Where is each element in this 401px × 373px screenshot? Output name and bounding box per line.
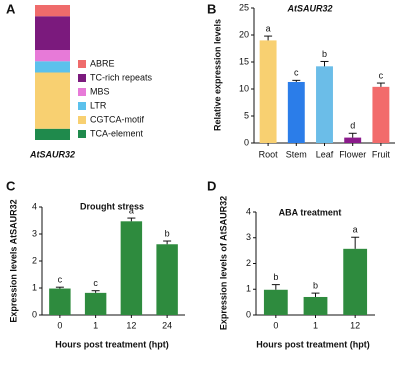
x-tick-label: 1 [313,320,318,330]
legend-marker [78,102,86,110]
bar-segment [35,50,70,62]
significance-letter: c [93,278,98,288]
x-tick-label: 0 [57,320,62,330]
y-axis-label: Relative expression levels [212,19,222,131]
x-tick-label: Stem [286,149,307,159]
chart-title: ABA treatment [279,207,342,217]
significance-letter: a [353,225,358,235]
bar-segment [35,61,70,73]
legend-marker [78,130,86,138]
bar-segment [35,5,70,17]
y-tick-label: 2 [32,255,37,265]
significance-letter: d [350,121,355,131]
bar [344,137,362,143]
legend-label: CGTCA-motif [90,114,144,124]
significance-letter: b [313,280,318,290]
significance-letter: a [266,23,271,33]
y-tick-label: 1 [32,282,37,292]
panel-label: C [6,178,16,193]
x-tick-label: 0 [273,320,278,330]
x-tick-label: Flower [339,149,366,159]
y-axis-label: Expression levels AtSAUR32 [8,199,18,322]
x-tick-label: 12 [350,320,360,330]
x-tick-label: AtSAUR32 [29,149,75,159]
x-axis-label: Hours post treatment (hpt) [256,339,370,349]
legend-marker [78,60,86,68]
y-tick-label: 10 [239,83,249,93]
y-tick-label: 25 [239,2,249,12]
significance-letter: c [58,275,63,285]
bar [49,288,71,315]
y-tick-label: 15 [239,56,249,66]
y-tick-label: 3 [246,232,251,242]
y-tick-label: 0 [246,309,251,319]
chart-title: Drought stress [80,201,144,211]
legend-marker [78,116,86,124]
bar-segment [35,128,70,140]
y-tick-label: 4 [246,206,251,216]
bar [120,221,143,315]
chart-title: AtSAUR32 [286,3,332,13]
significance-letter: a [129,205,134,215]
y-tick-label: 1 [246,284,251,294]
legend-label: LTR [90,100,107,110]
bar [372,86,390,143]
bar [316,66,333,143]
significance-letter: c [294,68,299,78]
bar-segment [35,72,70,129]
y-tick-label: 0 [244,137,249,147]
bar [263,289,288,315]
bar [84,292,107,315]
bar [259,40,277,143]
panel-label: A [6,1,16,16]
panel-label: B [207,1,216,16]
significance-letter: b [322,49,327,59]
y-tick-label: 20 [239,29,249,39]
y-tick-label: 3 [32,228,37,238]
y-axis-label: Expression levels of AtSAUR32 [218,196,228,330]
significance-letter: b [273,272,278,282]
x-tick-label: 12 [126,320,136,330]
x-tick-label: Root [259,149,279,159]
panel-label: D [207,178,216,193]
legend-marker [78,88,86,96]
significance-letter: c [379,70,384,80]
y-tick-label: 0 [32,309,37,319]
x-axis-label: Hours post treatment (hpt) [55,339,169,349]
significance-letter: b [165,228,170,238]
legend-marker [78,74,86,82]
legend-label: TC-rich repeats [90,72,153,82]
y-tick-label: 2 [246,258,251,268]
bar [287,81,305,143]
bar [343,248,368,315]
legend-label: ABRE [90,58,115,68]
x-tick-label: 24 [162,320,172,330]
bar-segment [35,16,70,50]
x-tick-label: 1 [93,320,98,330]
legend-label: TCA-element [90,128,144,138]
y-tick-label: 4 [32,201,37,211]
x-tick-label: Leaf [316,149,334,159]
x-tick-label: Fruit [372,149,390,159]
legend-label: MBS [90,86,110,96]
bar [303,296,328,315]
bar [156,244,178,315]
y-tick-label: 5 [244,110,249,120]
